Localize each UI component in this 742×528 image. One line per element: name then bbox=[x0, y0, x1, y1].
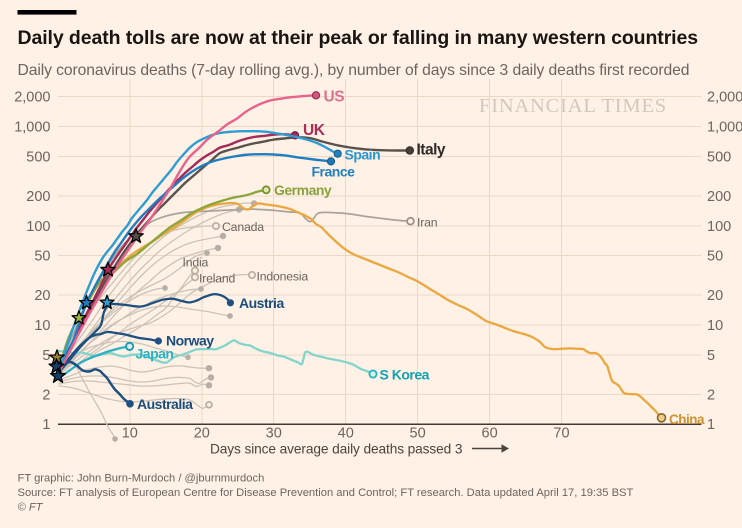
svg-text:Indonesia: Indonesia bbox=[257, 270, 309, 284]
svg-text:100: 100 bbox=[707, 219, 731, 235]
svg-text:5: 5 bbox=[42, 348, 50, 364]
svg-text:50: 50 bbox=[707, 249, 723, 265]
svg-text:2: 2 bbox=[42, 387, 50, 403]
svg-text:1,000: 1,000 bbox=[707, 120, 742, 136]
svg-text:60: 60 bbox=[482, 426, 498, 442]
svg-text:China: China bbox=[669, 412, 705, 427]
svg-text:70: 70 bbox=[553, 426, 569, 442]
svg-text:5: 5 bbox=[707, 348, 715, 364]
svg-text:100: 100 bbox=[26, 219, 50, 235]
svg-text:1: 1 bbox=[42, 417, 50, 433]
svg-text:50: 50 bbox=[410, 426, 426, 442]
svg-text:2,000: 2,000 bbox=[14, 90, 50, 106]
svg-text:US: US bbox=[324, 89, 345, 106]
svg-text:1: 1 bbox=[707, 417, 715, 433]
svg-text:2,000: 2,000 bbox=[707, 90, 742, 106]
svg-text:50: 50 bbox=[34, 249, 50, 265]
svg-text:Source: FT analysis of Europea: Source: FT analysis of European Centre f… bbox=[18, 487, 634, 499]
svg-text:500: 500 bbox=[707, 150, 731, 166]
svg-text:20: 20 bbox=[34, 288, 50, 304]
svg-text:Norway: Norway bbox=[166, 333, 214, 349]
svg-text:10: 10 bbox=[707, 318, 723, 334]
svg-text:Iran: Iran bbox=[417, 216, 438, 230]
svg-text:10: 10 bbox=[122, 426, 138, 442]
svg-text:Canada: Canada bbox=[222, 220, 264, 234]
svg-text:40: 40 bbox=[338, 426, 354, 442]
svg-text:200: 200 bbox=[707, 189, 731, 205]
svg-text:India: India bbox=[183, 256, 209, 270]
svg-text:FINANCIAL TIMES: FINANCIAL TIMES bbox=[479, 95, 667, 117]
svg-text:France: France bbox=[312, 164, 356, 180]
svg-text:S Korea: S Korea bbox=[380, 367, 430, 383]
svg-text:Spain: Spain bbox=[345, 147, 381, 163]
svg-text:Daily death tolls are now at t: Daily death tolls are now at their peak … bbox=[18, 27, 699, 49]
svg-text:200: 200 bbox=[26, 189, 50, 205]
svg-text:Italy: Italy bbox=[417, 142, 446, 159]
svg-text:Japan: Japan bbox=[136, 346, 174, 362]
svg-text:Austria: Austria bbox=[239, 295, 284, 311]
svg-text:Ireland: Ireland bbox=[199, 272, 236, 286]
svg-text:Days since average daily death: Days since average daily deaths passed 3 bbox=[210, 442, 463, 457]
svg-text:Daily coronavirus deaths (7-da: Daily coronavirus deaths (7-day rolling … bbox=[18, 62, 690, 79]
svg-text:30: 30 bbox=[266, 426, 282, 442]
svg-text:Germany: Germany bbox=[274, 182, 332, 198]
svg-text:FT graphic: John Burn-Murdoch: FT graphic: John Burn-Murdoch / @jburnmu… bbox=[18, 473, 265, 485]
svg-text:20: 20 bbox=[707, 288, 723, 304]
svg-text:Australia: Australia bbox=[137, 396, 193, 412]
svg-text:10: 10 bbox=[34, 318, 50, 334]
svg-text:2: 2 bbox=[707, 387, 715, 403]
svg-text:1,000: 1,000 bbox=[14, 120, 50, 136]
svg-text:UK: UK bbox=[303, 122, 326, 139]
svg-text:© FT: © FT bbox=[18, 502, 44, 514]
svg-text:20: 20 bbox=[194, 426, 210, 442]
svg-text:500: 500 bbox=[26, 150, 50, 166]
